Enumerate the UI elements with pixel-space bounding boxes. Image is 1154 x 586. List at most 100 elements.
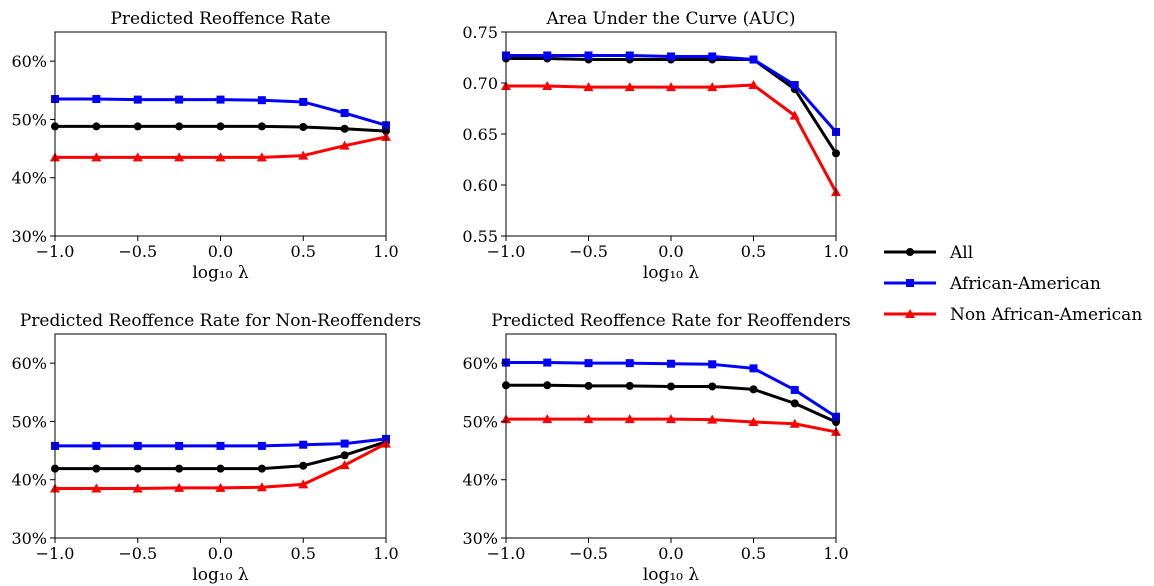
data-point-non-african-american bbox=[215, 152, 226, 162]
data-point-non-african-american bbox=[624, 414, 635, 424]
x-tick-label: 0.5 bbox=[741, 242, 766, 261]
data-point-african-american bbox=[790, 81, 799, 90]
data-point-african-american bbox=[299, 97, 308, 106]
data-point-non-african-american bbox=[298, 150, 309, 160]
data-point-non-african-american bbox=[789, 418, 800, 428]
data-point-african-american bbox=[667, 359, 675, 368]
data-point-non-african-american bbox=[132, 152, 143, 162]
x-tick-label: −0.5 bbox=[118, 242, 157, 261]
data-point-all bbox=[133, 464, 142, 473]
data-point-african-american bbox=[749, 364, 758, 373]
data-point-non-african-american bbox=[174, 482, 185, 492]
data-point-non-african-american bbox=[298, 479, 309, 489]
y-tick-label: 0.60 bbox=[462, 176, 498, 195]
data-point-non-african-american bbox=[174, 152, 185, 162]
chart-panel-3: −1.0 −0.5 0.0 0.5 1.0 30% 40% 50% 60% Predicted R… bbox=[11, 311, 421, 585]
series-group bbox=[50, 434, 391, 493]
data-point-african-american bbox=[790, 385, 799, 394]
data-point-african-american bbox=[340, 109, 349, 118]
y-tick-label: 60% bbox=[462, 354, 498, 373]
data-point-all bbox=[667, 382, 675, 391]
x-tick-label: −0.5 bbox=[569, 242, 608, 261]
legend-label-african-american: African-American bbox=[949, 274, 1101, 294]
data-point-african-american bbox=[625, 51, 634, 60]
axes-frame bbox=[54, 31, 387, 237]
data-point-african-american bbox=[216, 441, 225, 450]
data-point-non-african-american bbox=[707, 414, 718, 424]
data-point-all bbox=[216, 464, 225, 473]
data-point-non-african-american bbox=[583, 82, 594, 92]
data-point-non-african-american bbox=[339, 140, 350, 150]
data-point-all bbox=[340, 451, 349, 460]
series-line-african-american bbox=[506, 53, 838, 133]
data-point-african-american bbox=[133, 441, 142, 450]
x-tick-label: −0.5 bbox=[569, 544, 608, 563]
x-tick-label: 0.0 bbox=[658, 242, 683, 261]
data-point-all bbox=[216, 122, 225, 131]
data-point-non-african-american bbox=[789, 110, 800, 120]
data-point-african-american bbox=[708, 360, 717, 369]
x-axis-label: log₁₀ λ bbox=[192, 263, 249, 283]
data-point-non-african-american bbox=[666, 414, 676, 424]
y-tick-label: 40% bbox=[11, 169, 47, 188]
y-tick-label: 40% bbox=[462, 471, 498, 490]
y-tick-label: 60% bbox=[11, 52, 47, 71]
data-point-all bbox=[543, 381, 552, 390]
data-point-african-american bbox=[584, 359, 593, 368]
data-point-african-american bbox=[543, 358, 552, 367]
data-point-all bbox=[584, 381, 593, 390]
data-point-non-african-american bbox=[748, 417, 759, 427]
data-point-all bbox=[257, 122, 266, 131]
data-point-african-american bbox=[340, 439, 349, 448]
y-tick-label: 60% bbox=[11, 354, 47, 373]
x-tick-label: 0.0 bbox=[208, 544, 233, 563]
axes-frame bbox=[54, 333, 387, 539]
chart-panel-1: −1.0 −0.5 0.0 0.5 1.0 30% 40% 50% 60% Predicted R… bbox=[11, 9, 398, 283]
series-group bbox=[501, 358, 841, 436]
chart-panel-4: −1.0 −0.5 0.0 0.5 1.0 30% 40% 50% 60% Predicted R… bbox=[462, 311, 850, 585]
x-tick-label: 1.0 bbox=[373, 242, 398, 261]
y-tick-label: 50% bbox=[11, 412, 47, 431]
data-point-all bbox=[790, 399, 799, 408]
data-point-african-american bbox=[175, 95, 184, 104]
data-point-non-african-american bbox=[215, 482, 226, 492]
data-point-all bbox=[133, 122, 142, 131]
legend: All African-American Non African-American bbox=[884, 243, 1142, 325]
data-point-african-american bbox=[92, 441, 101, 450]
legend-label-non-african-american: Non African-American bbox=[950, 305, 1142, 325]
data-point-all bbox=[708, 382, 717, 391]
data-point-non-african-american bbox=[91, 152, 102, 162]
data-point-all bbox=[92, 122, 101, 131]
data-point-all bbox=[299, 461, 308, 470]
data-point-non-african-american bbox=[339, 460, 350, 470]
y-tick-label: 30% bbox=[11, 529, 47, 548]
data-point-non-african-american bbox=[91, 483, 102, 493]
legend-marker-african-american bbox=[906, 279, 914, 287]
data-point-african-american bbox=[584, 51, 593, 60]
data-point-non-african-american bbox=[624, 82, 635, 92]
x-tick-label: −0.5 bbox=[118, 544, 157, 563]
chart-title: Predicted Reoffence Rate for Non-Reoffen… bbox=[20, 311, 421, 331]
chart-title: Area Under the Curve (AUC) bbox=[545, 9, 795, 29]
data-point-non-african-american bbox=[583, 414, 594, 424]
legend-label-all: All bbox=[949, 243, 973, 263]
y-tick-label: 0.55 bbox=[462, 227, 498, 246]
data-point-all bbox=[299, 123, 308, 132]
x-tick-label: 1.0 bbox=[373, 544, 398, 563]
y-tick-label: 50% bbox=[462, 412, 498, 431]
y-tick-label: 0.75 bbox=[462, 23, 498, 42]
data-point-non-african-american bbox=[256, 482, 267, 492]
x-tick-label: 1.0 bbox=[823, 544, 848, 563]
x-tick-label: −1.0 bbox=[487, 544, 526, 563]
data-point-african-american bbox=[216, 95, 225, 104]
x-tick-label: 1.0 bbox=[823, 242, 848, 261]
legend-marker-non-african-american bbox=[905, 309, 915, 318]
x-axis-label: log₁₀ λ bbox=[192, 565, 249, 585]
series-group bbox=[501, 51, 841, 197]
y-tick-label: 30% bbox=[462, 529, 498, 548]
data-point-all bbox=[92, 464, 101, 473]
y-tick-label: 40% bbox=[11, 471, 47, 490]
data-point-non-african-american bbox=[666, 82, 676, 92]
data-point-all bbox=[749, 385, 758, 394]
x-axis-label: log₁₀ λ bbox=[643, 263, 700, 283]
